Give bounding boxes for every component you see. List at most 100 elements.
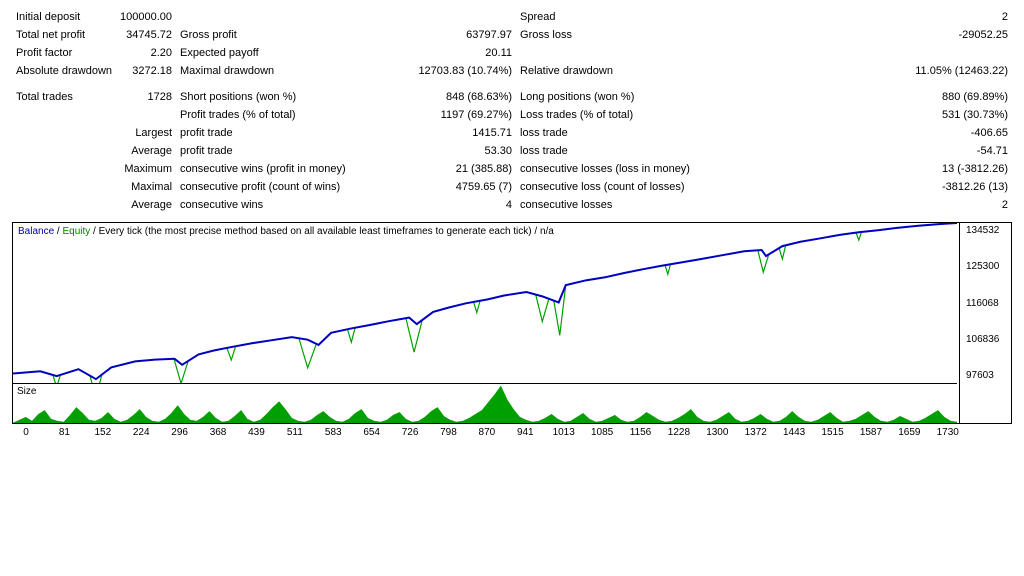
stat-value: 20.11 bbox=[396, 44, 516, 62]
y-axis: 13453212530011606810683697603 bbox=[959, 223, 1011, 423]
x-tick: 941 bbox=[513, 427, 537, 438]
y-tick: 134532 bbox=[966, 225, 1011, 236]
stat-label: profit trade bbox=[176, 142, 396, 160]
x-tick: 439 bbox=[244, 427, 268, 438]
stat-value: 4759.65 (7) bbox=[396, 178, 516, 196]
stat-label: Absolute drawdown bbox=[12, 62, 116, 80]
x-tick: 368 bbox=[206, 427, 230, 438]
stat-row: Profit factor2.20Expected payoff20.11 bbox=[12, 44, 1012, 62]
stat-label: Gross profit bbox=[176, 26, 396, 44]
x-tick: 798 bbox=[436, 427, 460, 438]
stat-value: 531 (30.73%) bbox=[746, 106, 1012, 124]
x-tick: 1013 bbox=[552, 427, 576, 438]
x-tick: 1228 bbox=[667, 427, 691, 438]
stat-row: Total trades1728Short positions (won %)8… bbox=[12, 88, 1012, 106]
stat-label: consecutive losses (loss in money) bbox=[516, 160, 746, 178]
x-tick: 0 bbox=[14, 427, 38, 438]
stat-label: profit trade bbox=[176, 124, 396, 142]
stat-label: loss trade bbox=[516, 124, 746, 142]
x-tick: 1156 bbox=[629, 427, 653, 438]
stat-value: 11.05% (12463.22) bbox=[746, 62, 1012, 80]
x-axis: 0 81 152 224 296 368 439 511 583 654 726 798 870 941 1… bbox=[12, 424, 1012, 438]
stat-value: Maximum bbox=[116, 160, 176, 178]
x-tick: 152 bbox=[91, 427, 115, 438]
y-tick: 106836 bbox=[966, 334, 1011, 345]
stat-label: Maximal drawdown bbox=[176, 62, 396, 80]
stat-value: -54.71 bbox=[746, 142, 1012, 160]
stat-label bbox=[12, 160, 116, 178]
equity-label: Equity bbox=[62, 226, 90, 237]
stat-label: Gross loss bbox=[516, 26, 746, 44]
stat-row: Absolute drawdown3272.18Maximal drawdown… bbox=[12, 62, 1012, 80]
stat-value: -3812.26 (13) bbox=[746, 178, 1012, 196]
x-tick: 1372 bbox=[744, 427, 768, 438]
stat-label bbox=[12, 196, 116, 214]
stat-row: Maximumconsecutive wins (profit in money… bbox=[12, 160, 1012, 178]
x-tick: 870 bbox=[475, 427, 499, 438]
stat-value: 53.30 bbox=[396, 142, 516, 160]
x-tick: 81 bbox=[52, 427, 76, 438]
stat-value: 21 (385.88) bbox=[396, 160, 516, 178]
stat-label bbox=[176, 8, 396, 26]
chart-title: Balance / Equity / Every tick (the most … bbox=[14, 224, 558, 239]
stat-value: 63797.97 bbox=[396, 26, 516, 44]
x-tick: 1587 bbox=[859, 427, 883, 438]
x-tick: 1659 bbox=[897, 427, 921, 438]
stat-label bbox=[12, 142, 116, 160]
stat-label: Long positions (won %) bbox=[516, 88, 746, 106]
x-tick: 296 bbox=[168, 427, 192, 438]
stat-row: Largestprofit trade1415.71loss trade-406… bbox=[12, 124, 1012, 142]
stat-value: 1415.71 bbox=[396, 124, 516, 142]
stat-label: loss trade bbox=[516, 142, 746, 160]
stat-label bbox=[12, 124, 116, 142]
stat-value: 3272.18 bbox=[116, 62, 176, 80]
x-tick: 224 bbox=[129, 427, 153, 438]
balance-label: Balance bbox=[18, 226, 54, 237]
stat-value: 2 bbox=[746, 196, 1012, 214]
stat-label: Profit trades (% of total) bbox=[176, 106, 396, 124]
stat-value: Maximal bbox=[116, 178, 176, 196]
stat-label: Initial deposit bbox=[12, 8, 116, 26]
x-tick: 654 bbox=[360, 427, 384, 438]
size-chart: Size bbox=[13, 383, 957, 423]
stat-row: Averageprofit trade53.30loss trade-54.71 bbox=[12, 142, 1012, 160]
y-tick: 116068 bbox=[966, 298, 1011, 309]
stat-label: consecutive loss (count of losses) bbox=[516, 178, 746, 196]
equity-chart-container: Balance / Equity / Every tick (the most … bbox=[12, 222, 1012, 424]
x-tick: 511 bbox=[283, 427, 307, 438]
stat-label bbox=[12, 106, 116, 124]
stat-value: Average bbox=[116, 196, 176, 214]
stat-label: consecutive wins bbox=[176, 196, 396, 214]
x-tick: 1515 bbox=[821, 427, 845, 438]
stat-value: 880 (69.89%) bbox=[746, 88, 1012, 106]
stat-value: 2 bbox=[746, 8, 1012, 26]
x-tick: 726 bbox=[398, 427, 422, 438]
stat-row: Averageconsecutive wins4consecutive loss… bbox=[12, 196, 1012, 214]
stat-value: 34745.72 bbox=[116, 26, 176, 44]
stat-row: Maximalconsecutive profit (count of wins… bbox=[12, 178, 1012, 196]
stat-value bbox=[116, 106, 176, 124]
stat-value: -406.65 bbox=[746, 124, 1012, 142]
x-tick: 1085 bbox=[590, 427, 614, 438]
stat-value bbox=[396, 8, 516, 26]
stat-value bbox=[746, 44, 1012, 62]
stat-value: 1728 bbox=[116, 88, 176, 106]
x-tick: 1443 bbox=[782, 427, 806, 438]
stat-label: Total trades bbox=[12, 88, 116, 106]
strategy-report-table: Initial deposit100000.00Spread2Total net… bbox=[12, 8, 1012, 214]
svg-text:Size: Size bbox=[17, 386, 37, 397]
stat-label: Total net profit bbox=[12, 26, 116, 44]
stat-value: 848 (68.63%) bbox=[396, 88, 516, 106]
stat-label: Profit factor bbox=[12, 44, 116, 62]
equity-chart bbox=[13, 223, 957, 383]
stat-label: Short positions (won %) bbox=[176, 88, 396, 106]
stat-label: consecutive losses bbox=[516, 196, 746, 214]
x-tick: 583 bbox=[321, 427, 345, 438]
stat-value: 2.20 bbox=[116, 44, 176, 62]
stat-value: -29052.25 bbox=[746, 26, 1012, 44]
stat-value: 4 bbox=[396, 196, 516, 214]
stat-label: Loss trades (% of total) bbox=[516, 106, 746, 124]
chart-method: Every tick (the most precise method base… bbox=[99, 226, 532, 237]
y-tick: 97603 bbox=[966, 370, 1011, 381]
x-tick: 1730 bbox=[936, 427, 960, 438]
